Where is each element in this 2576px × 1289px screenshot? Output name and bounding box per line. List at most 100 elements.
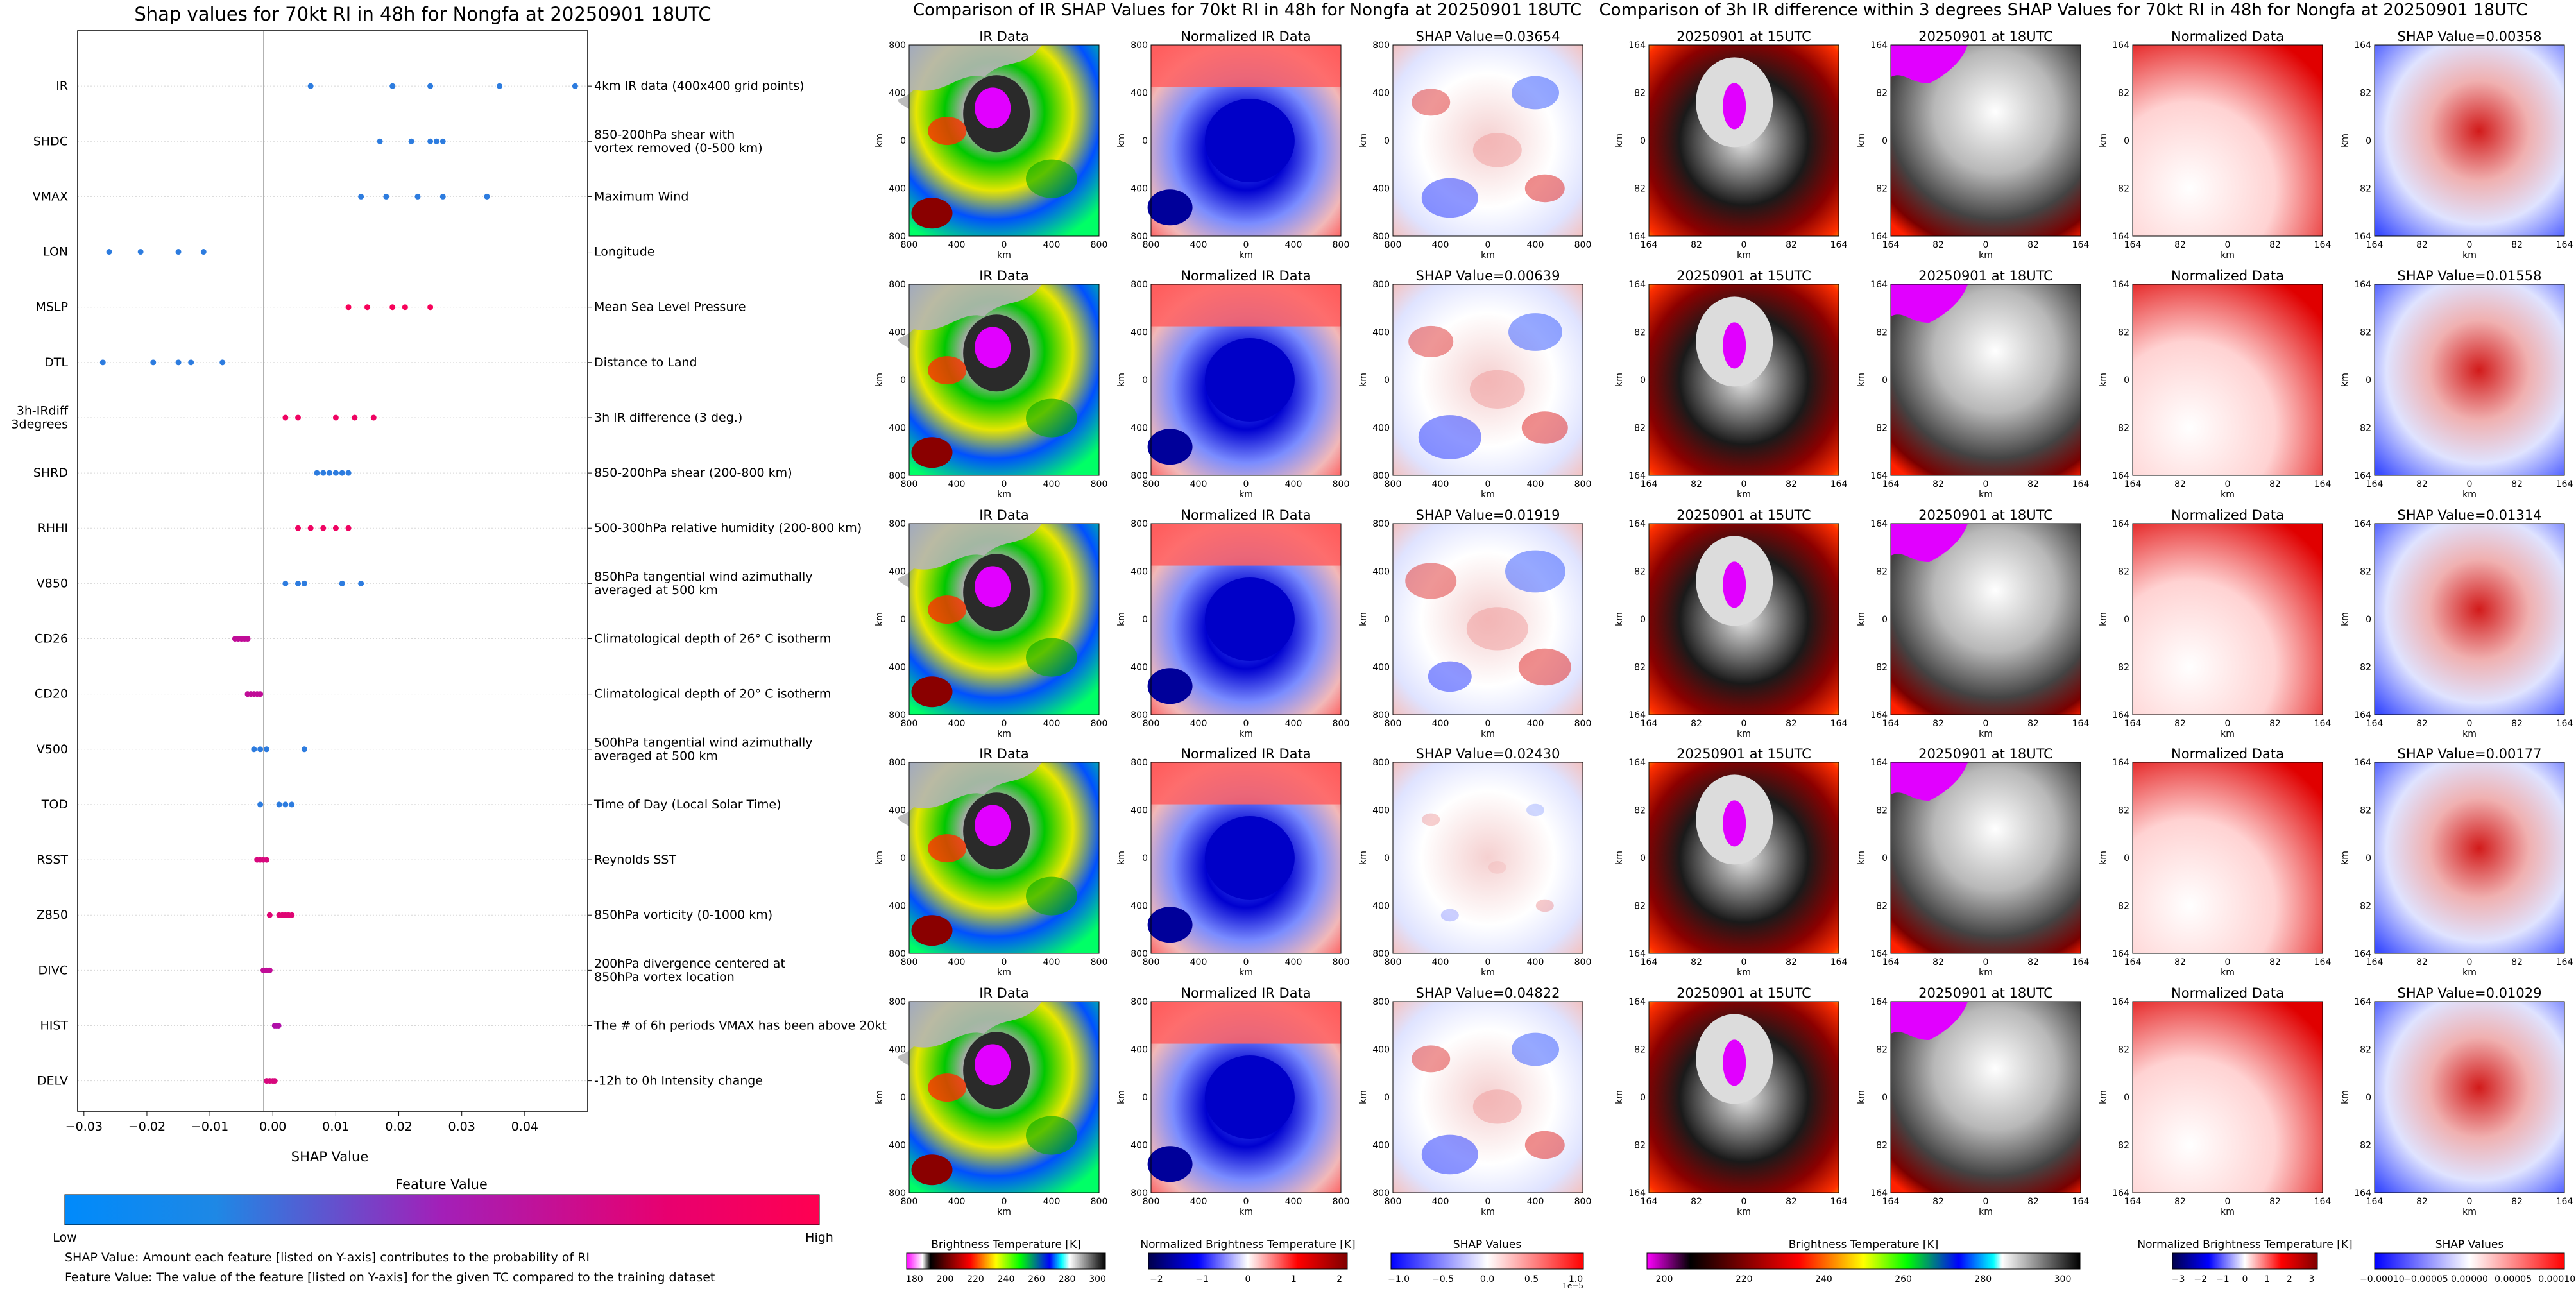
x-tick-label: 164 (1830, 479, 1848, 490)
y-tick-label: 400 (889, 567, 906, 577)
shap-blob (1505, 550, 1565, 593)
feature-description: 4km IR data (400x400 grid points) (594, 79, 805, 93)
x-tick-label: 164 (2366, 479, 2384, 490)
x-axis-label: km (997, 1207, 1011, 1217)
feature-label: VMAX (33, 189, 68, 203)
shap-point (332, 525, 339, 531)
x-axis-label: km (1239, 729, 1253, 739)
shap-point (484, 193, 490, 200)
x-axis-label: km (1239, 968, 1253, 978)
shap-point (276, 801, 282, 808)
y-tick-label: 164 (2112, 471, 2129, 481)
colorbar-tick: 0.5 (1524, 1274, 1539, 1285)
x-tick-label: 400 (1432, 957, 1449, 968)
y-tick-label: 800 (1130, 949, 1148, 959)
x-tick-label: 0 (2225, 719, 2231, 729)
x-tick-label: 82 (2027, 719, 2039, 729)
y-tick-label: 800 (1372, 519, 1390, 529)
feature-description: Longitude (594, 245, 655, 259)
y-tick-label: 164 (2354, 710, 2371, 721)
shap-plot-frame (77, 30, 588, 1112)
x-tick-label: 400 (1043, 957, 1061, 968)
x-tick-label: 164 (2314, 719, 2332, 729)
panel-frame (2132, 44, 2323, 237)
x-tick-label: 82 (1932, 719, 1944, 729)
colorbar-high-label: High (805, 1231, 833, 1245)
y-tick-label: 164 (1870, 1188, 1888, 1199)
panel-title: IR Data (979, 268, 1029, 284)
shap-point (251, 746, 257, 753)
x-axis-label: km (1481, 968, 1495, 978)
x-tick-label: 82 (1786, 240, 1797, 250)
y-tick-label: 0 (2366, 136, 2371, 146)
y-tick-label: 164 (1628, 40, 1646, 51)
diff18-magenta (1891, 284, 1968, 323)
colorbar-label: Brightness Temperature [K] (931, 1238, 1080, 1251)
x-tick-label: 0 (2467, 479, 2473, 490)
panel-r5-c7: SHAP Value=0.010291641648282008282164164… (2340, 986, 2573, 1217)
feature-description: 500-300hPa relative humidity (200-800 km… (594, 521, 862, 535)
y-tick-label: 82 (1876, 423, 1888, 434)
y-tick-label: 82 (1634, 567, 1646, 577)
x-tick-label: −0.02 (128, 1120, 166, 1134)
shap-blob (1408, 325, 1454, 357)
y-tick-label: 400 (889, 1045, 906, 1055)
panel-title: Normalized Data (2171, 508, 2284, 523)
ir-green-patch (1026, 1116, 1077, 1155)
x-tick-label: 82 (1691, 957, 1702, 968)
x-tick-label: 0 (2467, 719, 2473, 729)
y-tick-label: 400 (1130, 89, 1148, 99)
y-tick-label: 164 (1628, 1188, 1646, 1199)
y-tick-label: 0 (2366, 1093, 2371, 1103)
ir-cloud-grey (898, 45, 1043, 109)
x-tick-label: 800 (1574, 240, 1592, 250)
y-tick-label: 82 (2118, 423, 2129, 434)
x-tick-label: 82 (2416, 957, 2428, 968)
y-tick-label: 82 (2360, 423, 2371, 434)
x-tick-label: 82 (1932, 1197, 1944, 1207)
panel-frame (1890, 284, 2081, 476)
y-tick-label: 82 (2360, 663, 2371, 673)
shap-blob (1521, 411, 1568, 444)
y-tick-label: 0 (2124, 375, 2129, 386)
x-tick-label: 0 (1983, 240, 1989, 250)
x-tick-label: 800 (1333, 1197, 1350, 1207)
y-tick-label: 164 (2354, 758, 2371, 768)
y-tick-label: 82 (1634, 663, 1646, 673)
y-tick-label: 0 (1142, 375, 1148, 386)
x-tick-label: 82 (2511, 240, 2523, 250)
shap-point (389, 83, 396, 89)
shap-x-axis: −0.03 −0.02 −0.01 0.00 0.01 0.02 0.03 0.04 (65, 1111, 538, 1134)
panel-title: Normalized Data (2171, 29, 2284, 44)
panel-title: IR Data (979, 746, 1029, 762)
x-axis-label: km (1737, 490, 1751, 500)
x-tick-label: 82 (1932, 957, 1944, 968)
shap-rows: IR 4km IR data (400x400 grid points) SHDC 8… (11, 79, 886, 1088)
x-tick-label: 0 (1741, 719, 1747, 729)
shap-point (370, 414, 377, 421)
y-tick-label: 0 (900, 615, 906, 625)
feature-description: averaged at 500 km (594, 583, 718, 597)
diffshap-image-background (2375, 45, 2564, 236)
shap-point (572, 83, 578, 89)
x-axis-label: km (1239, 250, 1253, 260)
shap-point (301, 746, 307, 753)
x-tick-label: 800 (1385, 719, 1402, 729)
shap-blob (1508, 313, 1562, 351)
x-tick-label: 400 (1285, 719, 1302, 729)
feature-row-rhhi: RHHI 500-300hPa relative humidity (200-80… (38, 521, 862, 535)
shap-blob (1466, 607, 1528, 651)
y-tick-label: 800 (889, 949, 906, 959)
y-tick-label: 164 (2112, 949, 2129, 959)
y-tick-label: 164 (1628, 232, 1646, 242)
norm-cold-patch (1147, 429, 1193, 465)
feature-row-delv: DELV -12h to 0h Intensity change (37, 1074, 763, 1088)
y-tick-label: 164 (2112, 997, 2129, 1007)
y-tick-label: 82 (1634, 1141, 1646, 1151)
panel-frame (2132, 284, 2323, 476)
panel-title: 20250901 at 18UTC (1918, 268, 2053, 284)
colorbar-tick: 240 (998, 1274, 1015, 1285)
x-tick-label: 800 (1143, 1197, 1160, 1207)
x-tick-label: 0 (1485, 479, 1491, 490)
feature-description: Climatological depth of 26° C isotherm (594, 632, 831, 646)
